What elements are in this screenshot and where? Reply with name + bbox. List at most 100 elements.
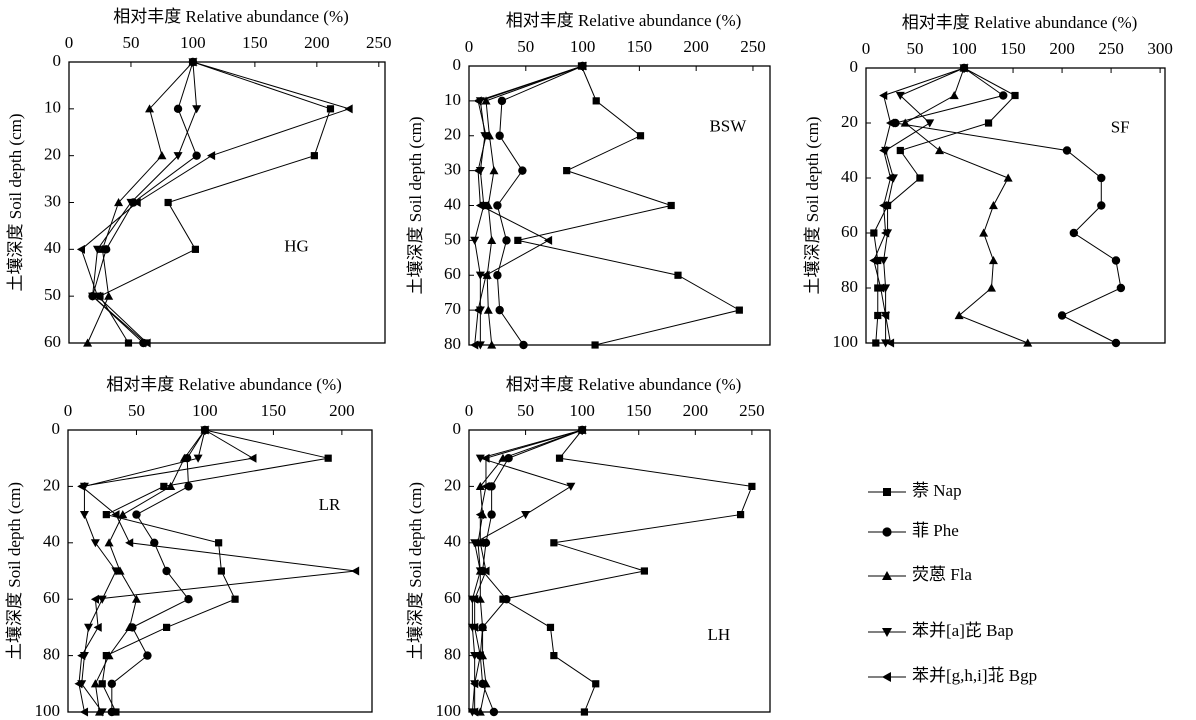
y-tick-label: 0 xyxy=(52,419,61,438)
data-point xyxy=(115,566,125,575)
y-tick-label: 100 xyxy=(436,701,462,720)
plot-frame xyxy=(468,429,771,713)
x-tick-label: 300 xyxy=(1147,39,1173,58)
data-point xyxy=(143,651,152,660)
data-point xyxy=(97,708,107,717)
data-point xyxy=(487,235,497,244)
x-tick-label: 150 xyxy=(261,401,287,420)
data-point xyxy=(592,97,600,105)
data-point xyxy=(925,119,935,128)
series-line xyxy=(477,429,583,713)
data-point xyxy=(550,652,558,660)
y-tick-label: 50 xyxy=(44,285,61,304)
data-point xyxy=(566,482,576,491)
y-tick-label: 40 xyxy=(43,532,60,551)
y-axis-title: 土壤深度 Soil depth (cm) xyxy=(4,482,24,660)
data-point xyxy=(879,256,889,265)
data-point xyxy=(90,594,99,604)
data-point xyxy=(521,511,531,520)
data-point xyxy=(481,96,491,105)
data-point xyxy=(475,651,484,661)
data-point xyxy=(192,105,202,114)
data-point xyxy=(881,339,891,348)
y-tick-label: 20 xyxy=(841,112,858,131)
data-point xyxy=(188,57,197,67)
data-point xyxy=(895,91,905,100)
data-point xyxy=(173,152,183,161)
data-point xyxy=(1057,311,1067,320)
y-tick-label: 0 xyxy=(53,51,62,70)
data-point xyxy=(193,454,203,463)
y-tick-label: 10 xyxy=(44,98,61,117)
data-point xyxy=(1069,228,1079,238)
data-point xyxy=(90,539,100,548)
data-point xyxy=(735,306,743,314)
data-point xyxy=(93,245,103,254)
data-point xyxy=(481,566,490,576)
legend-label: 菲 Phe xyxy=(912,521,959,540)
data-point xyxy=(79,707,89,717)
data-point xyxy=(498,453,508,462)
data-point xyxy=(879,146,888,155)
data-point xyxy=(886,338,895,348)
data-point xyxy=(481,481,490,491)
data-point xyxy=(351,566,360,576)
data-point xyxy=(959,63,968,73)
data-point xyxy=(217,567,225,575)
data-point xyxy=(546,623,555,631)
data-point xyxy=(124,339,133,347)
data-point xyxy=(1097,201,1106,210)
data-point xyxy=(470,707,479,717)
x-tick-label: 200 xyxy=(683,401,709,420)
data-point xyxy=(483,305,493,314)
y-tick-label: 60 xyxy=(444,264,461,283)
y-tick-label: 40 xyxy=(444,532,461,551)
data-point xyxy=(514,236,522,244)
panel-label: HG xyxy=(284,236,309,255)
data-point xyxy=(470,236,480,245)
data-point xyxy=(162,623,171,631)
y-tick-label: 70 xyxy=(444,299,461,318)
data-point xyxy=(145,104,155,113)
y-tick-label: 100 xyxy=(35,701,61,720)
panel-label: BSW xyxy=(709,116,747,135)
data-point xyxy=(886,118,895,128)
data-point xyxy=(896,146,904,155)
data-point xyxy=(326,105,335,113)
x-tick-label: 100 xyxy=(569,401,595,420)
data-point xyxy=(164,198,172,207)
y-tick-label: 80 xyxy=(43,645,60,664)
data-point xyxy=(874,311,882,320)
data-point xyxy=(125,622,135,631)
data-point xyxy=(118,510,128,519)
data-point xyxy=(173,104,183,114)
legend-marker xyxy=(883,488,891,496)
data-point xyxy=(470,652,480,661)
data-point xyxy=(126,198,136,207)
y-tick-label: 60 xyxy=(43,588,60,607)
data-point xyxy=(150,538,159,547)
x-tick-label: 0 xyxy=(465,401,474,420)
x-tick-label: 0 xyxy=(65,33,74,52)
data-point xyxy=(79,511,89,520)
data-point xyxy=(872,339,880,347)
data-point xyxy=(207,151,216,161)
x-tick-label: 100 xyxy=(570,37,596,56)
data-point xyxy=(98,680,106,688)
y-tick-label: 40 xyxy=(444,194,461,213)
y-tick-label: 30 xyxy=(444,160,461,179)
legend-label: 萘 Nap xyxy=(912,481,962,500)
data-point xyxy=(984,119,993,127)
data-point xyxy=(481,453,490,463)
data-point xyxy=(640,567,648,575)
y-tick-label: 100 xyxy=(833,332,859,351)
series-line xyxy=(94,429,206,713)
y-tick-label: 40 xyxy=(44,238,61,257)
series-line xyxy=(92,61,198,344)
data-point xyxy=(470,594,479,604)
data-point xyxy=(916,174,924,182)
data-point xyxy=(475,538,484,548)
y-tick-label: 40 xyxy=(841,167,858,186)
data-point xyxy=(577,425,586,435)
y-tick-label: 80 xyxy=(444,334,461,353)
